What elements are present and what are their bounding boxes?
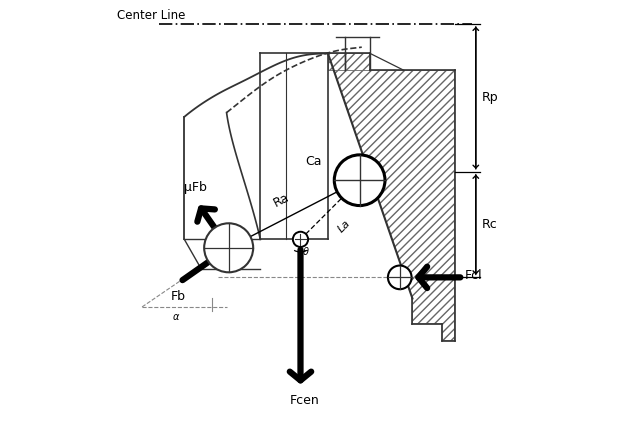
Text: μFb: μFb [183, 181, 206, 194]
Circle shape [388, 265, 412, 289]
Text: θ: θ [303, 247, 309, 257]
Circle shape [293, 232, 308, 247]
Text: Ra: Ra [272, 191, 291, 210]
Text: Rc: Rc [482, 218, 498, 231]
Text: Fcl: Fcl [465, 269, 483, 282]
Text: Center Line: Center Line [117, 9, 185, 22]
Polygon shape [345, 54, 370, 70]
Text: Rp: Rp [482, 91, 499, 104]
Text: Fcen: Fcen [290, 393, 320, 407]
Circle shape [334, 155, 385, 205]
Polygon shape [328, 54, 345, 70]
Polygon shape [328, 54, 455, 341]
Text: α: α [173, 312, 179, 321]
Text: Ca: Ca [305, 155, 321, 167]
Text: Fb: Fb [171, 290, 185, 303]
Circle shape [204, 223, 253, 272]
Text: La: La [336, 218, 353, 235]
